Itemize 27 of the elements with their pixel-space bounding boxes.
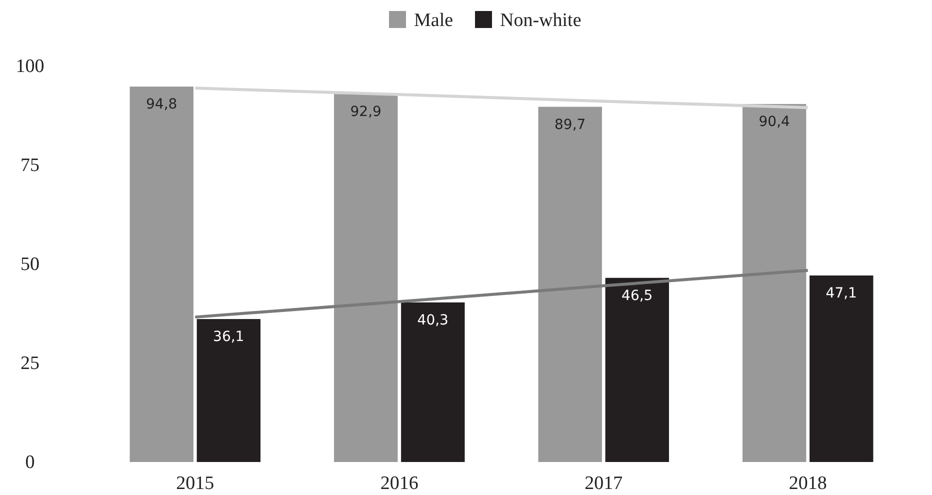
data-label: 90,4 [758,114,790,130]
bar [196,319,260,462]
x-tick-label: 2017 [584,473,623,494]
data-label: 47,1 [826,285,857,302]
data-label: 36,1 [213,329,244,346]
x-tick-label: 2016 [380,473,418,494]
y-tick-label: 50 [20,254,40,275]
x-tick-label: 2018 [788,473,827,494]
bar [605,278,669,462]
data-label: 94,8 [146,96,178,113]
bar [334,94,398,462]
bar [742,104,806,462]
x-tick-label: 2015 [176,473,214,494]
y-tick-label: 75 [20,155,40,176]
data-label: 92,9 [350,104,382,120]
bar [130,86,194,462]
y-tick-label: 100 [16,56,44,77]
bar [810,275,874,462]
data-label: 46,5 [622,288,653,304]
bar [401,302,465,462]
y-tick-label: 25 [20,353,40,374]
data-label: 40,3 [417,312,448,328]
y-tick-label: 0 [25,452,35,473]
legend-label: Male [414,10,454,31]
bar [538,106,602,462]
data-label: 89,7 [554,116,586,133]
legend-label: Non-white [500,10,582,31]
